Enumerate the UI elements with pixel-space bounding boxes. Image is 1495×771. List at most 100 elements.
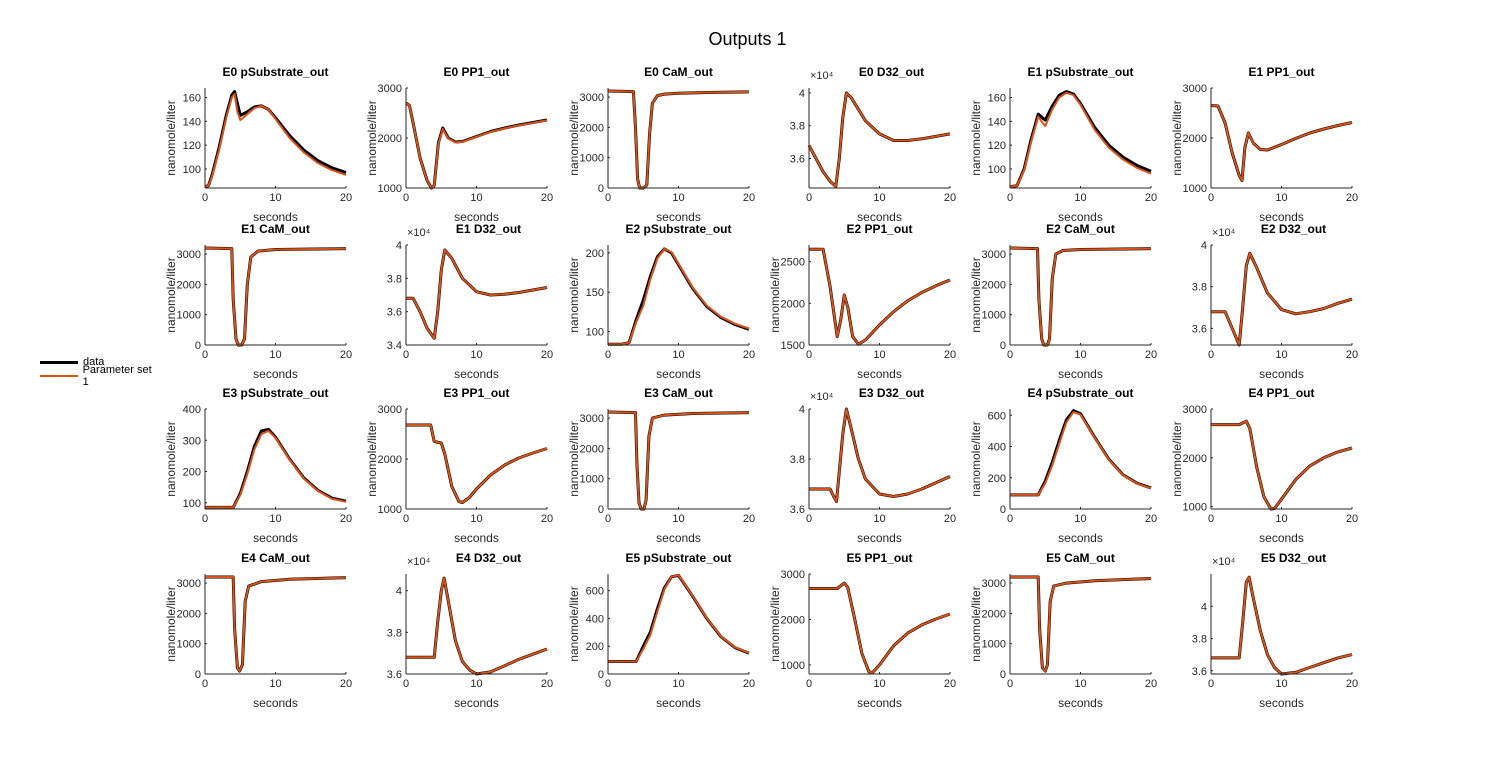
subplot-title: E4 D32_out (456, 551, 521, 565)
y-axis-exponent: ×10⁴ (407, 556, 431, 568)
x-tick-label: 10 (269, 513, 281, 525)
y-axis-label: nanomole/liter (164, 257, 178, 332)
y-axis-label: nanomole/liter (969, 586, 983, 661)
x-tick-label: 20 (743, 349, 755, 361)
x-axis-label: seconds (1259, 367, 1304, 381)
series-line-parameter-set-1 (809, 408, 951, 503)
x-tick-label: 0 (202, 192, 208, 204)
x-tick-label: 20 (743, 192, 755, 204)
y-tick-label: 3.8 (1192, 282, 1207, 294)
y-tick-label: 1000 (1183, 502, 1207, 514)
series-line-parameter-set-1 (1010, 576, 1152, 672)
x-tick-label: 0 (806, 678, 812, 690)
subplot-title: E3 pSubstrate_out (222, 386, 328, 400)
y-tick-label: 0 (1000, 340, 1006, 352)
x-tick-label: 0 (202, 349, 208, 361)
y-tick-label: 3.6 (1192, 323, 1207, 335)
series-line-parameter-set-1 (608, 574, 750, 663)
series-line-parameter-set-1 (809, 582, 951, 674)
x-axis-label: seconds (857, 696, 902, 710)
x-tick-label: 20 (1346, 349, 1358, 361)
y-tick-label: 200 (183, 467, 201, 479)
x-tick-label: 0 (806, 349, 812, 361)
x-tick-label: 20 (944, 349, 956, 361)
y-tick-label: 600 (988, 410, 1006, 422)
y-tick-label: 1500 (781, 340, 805, 352)
x-tick-label: 0 (1208, 349, 1214, 361)
x-tick-label: 20 (1346, 678, 1358, 690)
y-tick-label: 3.8 (387, 627, 402, 639)
x-axis-label: seconds (656, 531, 701, 545)
x-axis-label: seconds (1259, 210, 1304, 224)
x-axis-label: seconds (1058, 367, 1103, 381)
y-tick-label: 3000 (177, 578, 201, 590)
y-tick-label: 1000 (1183, 183, 1207, 195)
x-tick-label: 0 (605, 678, 611, 690)
series-line-data (809, 407, 951, 503)
subplot-title: E2 D32_out (1261, 222, 1326, 236)
series-line-data (608, 573, 750, 663)
subplot-title: E5 CaM_out (1046, 551, 1115, 565)
y-axis-exponent: ×10⁴ (407, 227, 431, 239)
y-tick-label: 400 (183, 404, 201, 416)
y-tick-label: 160 (988, 93, 1006, 105)
subplot-title: E5 D32_out (1261, 551, 1326, 565)
y-tick-label: 2000 (1183, 453, 1207, 465)
y-axis-label: nanomole/liter (969, 257, 983, 332)
subplot-title: E0 PP1_out (443, 65, 509, 79)
subplot-title: E2 PP1_out (846, 222, 912, 236)
series-line-data (1010, 409, 1152, 497)
x-tick-label: 20 (944, 192, 956, 204)
x-tick-label: 20 (1145, 513, 1157, 525)
y-tick-label: 4 (396, 586, 402, 598)
y-tick-label: 3.8 (790, 121, 805, 133)
y-tick-label: 3.8 (387, 273, 402, 285)
y-tick-label: 1000 (580, 153, 604, 165)
y-axis-label: nanomole/liter (365, 100, 379, 175)
x-axis-label: seconds (1058, 696, 1103, 710)
x-tick-label: 10 (672, 192, 684, 204)
legend-line-parameter-set (40, 375, 78, 377)
series-line-data (1210, 104, 1353, 182)
y-tick-label: 200 (988, 473, 1006, 485)
series-line-parameter-set-1 (1210, 104, 1353, 182)
y-tick-label: 4 (1201, 240, 1207, 252)
series-line-parameter-set-1 (608, 247, 750, 346)
x-tick-label: 10 (672, 349, 684, 361)
y-axis-exponent: ×10⁴ (1212, 556, 1236, 568)
x-axis-label: seconds (1058, 531, 1103, 545)
x-tick-label: 0 (1007, 349, 1013, 361)
x-tick-label: 20 (944, 513, 956, 525)
y-axis-exponent: ×10⁴ (1212, 227, 1236, 239)
y-tick-label: 4 (1201, 601, 1207, 613)
y-tick-label: 1000 (378, 504, 402, 516)
series-line-parameter-set-1 (1211, 576, 1353, 675)
subplot-title: E1 pSubstrate_out (1027, 65, 1133, 79)
x-tick-label: 0 (1208, 513, 1214, 525)
x-tick-label: 20 (340, 513, 352, 525)
subplot-13: 0 10 20 100 200 300 400 E3 pSubstrate_outsecond… (164, 386, 352, 545)
y-tick-label: 0 (1000, 669, 1006, 681)
series-line-parameter-set-1 (204, 93, 347, 188)
legend-line-data (40, 360, 78, 364)
y-axis-label: nanomole/liter (164, 100, 178, 175)
series-line-data (809, 247, 951, 346)
legend: data Parameter set 1 (40, 355, 160, 388)
x-tick-label: 0 (1208, 678, 1214, 690)
y-tick-label: 160 (183, 93, 201, 105)
x-tick-label: 20 (340, 678, 352, 690)
y-axis-label: nanomole/liter (365, 421, 379, 496)
series-line-parameter-set-1 (406, 424, 548, 504)
x-tick-label: 10 (1074, 678, 1086, 690)
y-axis-label: nanomole/liter (567, 100, 581, 175)
x-tick-label: 10 (1074, 513, 1086, 525)
y-tick-label: 400 (988, 442, 1006, 454)
legend-entry-data: data (40, 355, 104, 369)
